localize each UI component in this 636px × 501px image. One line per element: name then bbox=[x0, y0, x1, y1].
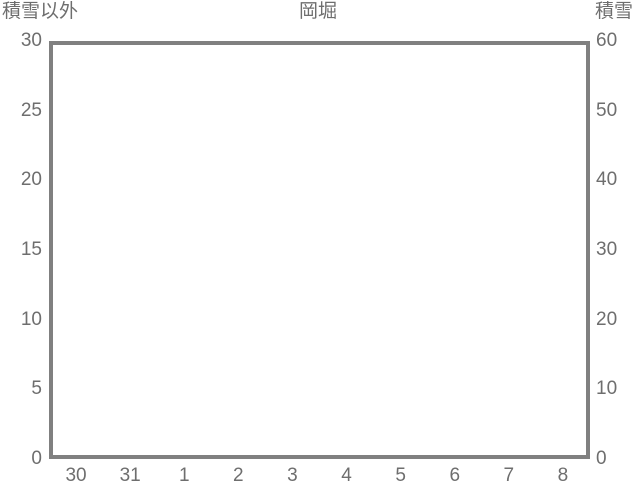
x-tick-7: 7 bbox=[503, 465, 515, 486]
right-tick-40: 40 bbox=[596, 169, 618, 191]
left-tick-30: 30 bbox=[20, 30, 42, 51]
left-tick-0: 0 bbox=[31, 448, 42, 469]
right-tick-60: 60 bbox=[596, 30, 618, 51]
x-tick-1: 1 bbox=[178, 465, 190, 486]
x-tick-5: 5 bbox=[395, 465, 406, 486]
right-tick-50: 50 bbox=[596, 99, 618, 121]
x-tick-8: 8 bbox=[557, 465, 569, 486]
right-tick-30: 30 bbox=[596, 239, 618, 260]
page-title: 岡堀 bbox=[298, 1, 337, 22]
x-tick-4: 4 bbox=[341, 465, 352, 486]
right-axis-title: 積雪 bbox=[594, 1, 633, 22]
left-tick-20: 20 bbox=[20, 169, 42, 191]
left-tick-15: 15 bbox=[20, 239, 42, 260]
left-axis-title: 積雪以外 bbox=[2, 1, 79, 22]
left-tick-25: 25 bbox=[20, 99, 42, 121]
right-tick-20: 20 bbox=[596, 308, 618, 330]
x-tick-2: 2 bbox=[233, 465, 244, 486]
x-tick-6: 6 bbox=[449, 465, 461, 486]
x-tick-30: 30 bbox=[65, 465, 87, 486]
plot-border bbox=[49, 41, 590, 459]
right-tick-0: 0 bbox=[596, 448, 607, 469]
left-tick-10: 10 bbox=[20, 308, 42, 330]
left-tick-5: 5 bbox=[31, 378, 42, 400]
x-tick-3: 3 bbox=[287, 465, 298, 486]
x-tick-31: 31 bbox=[119, 465, 141, 486]
right-tick-10: 10 bbox=[596, 378, 618, 400]
